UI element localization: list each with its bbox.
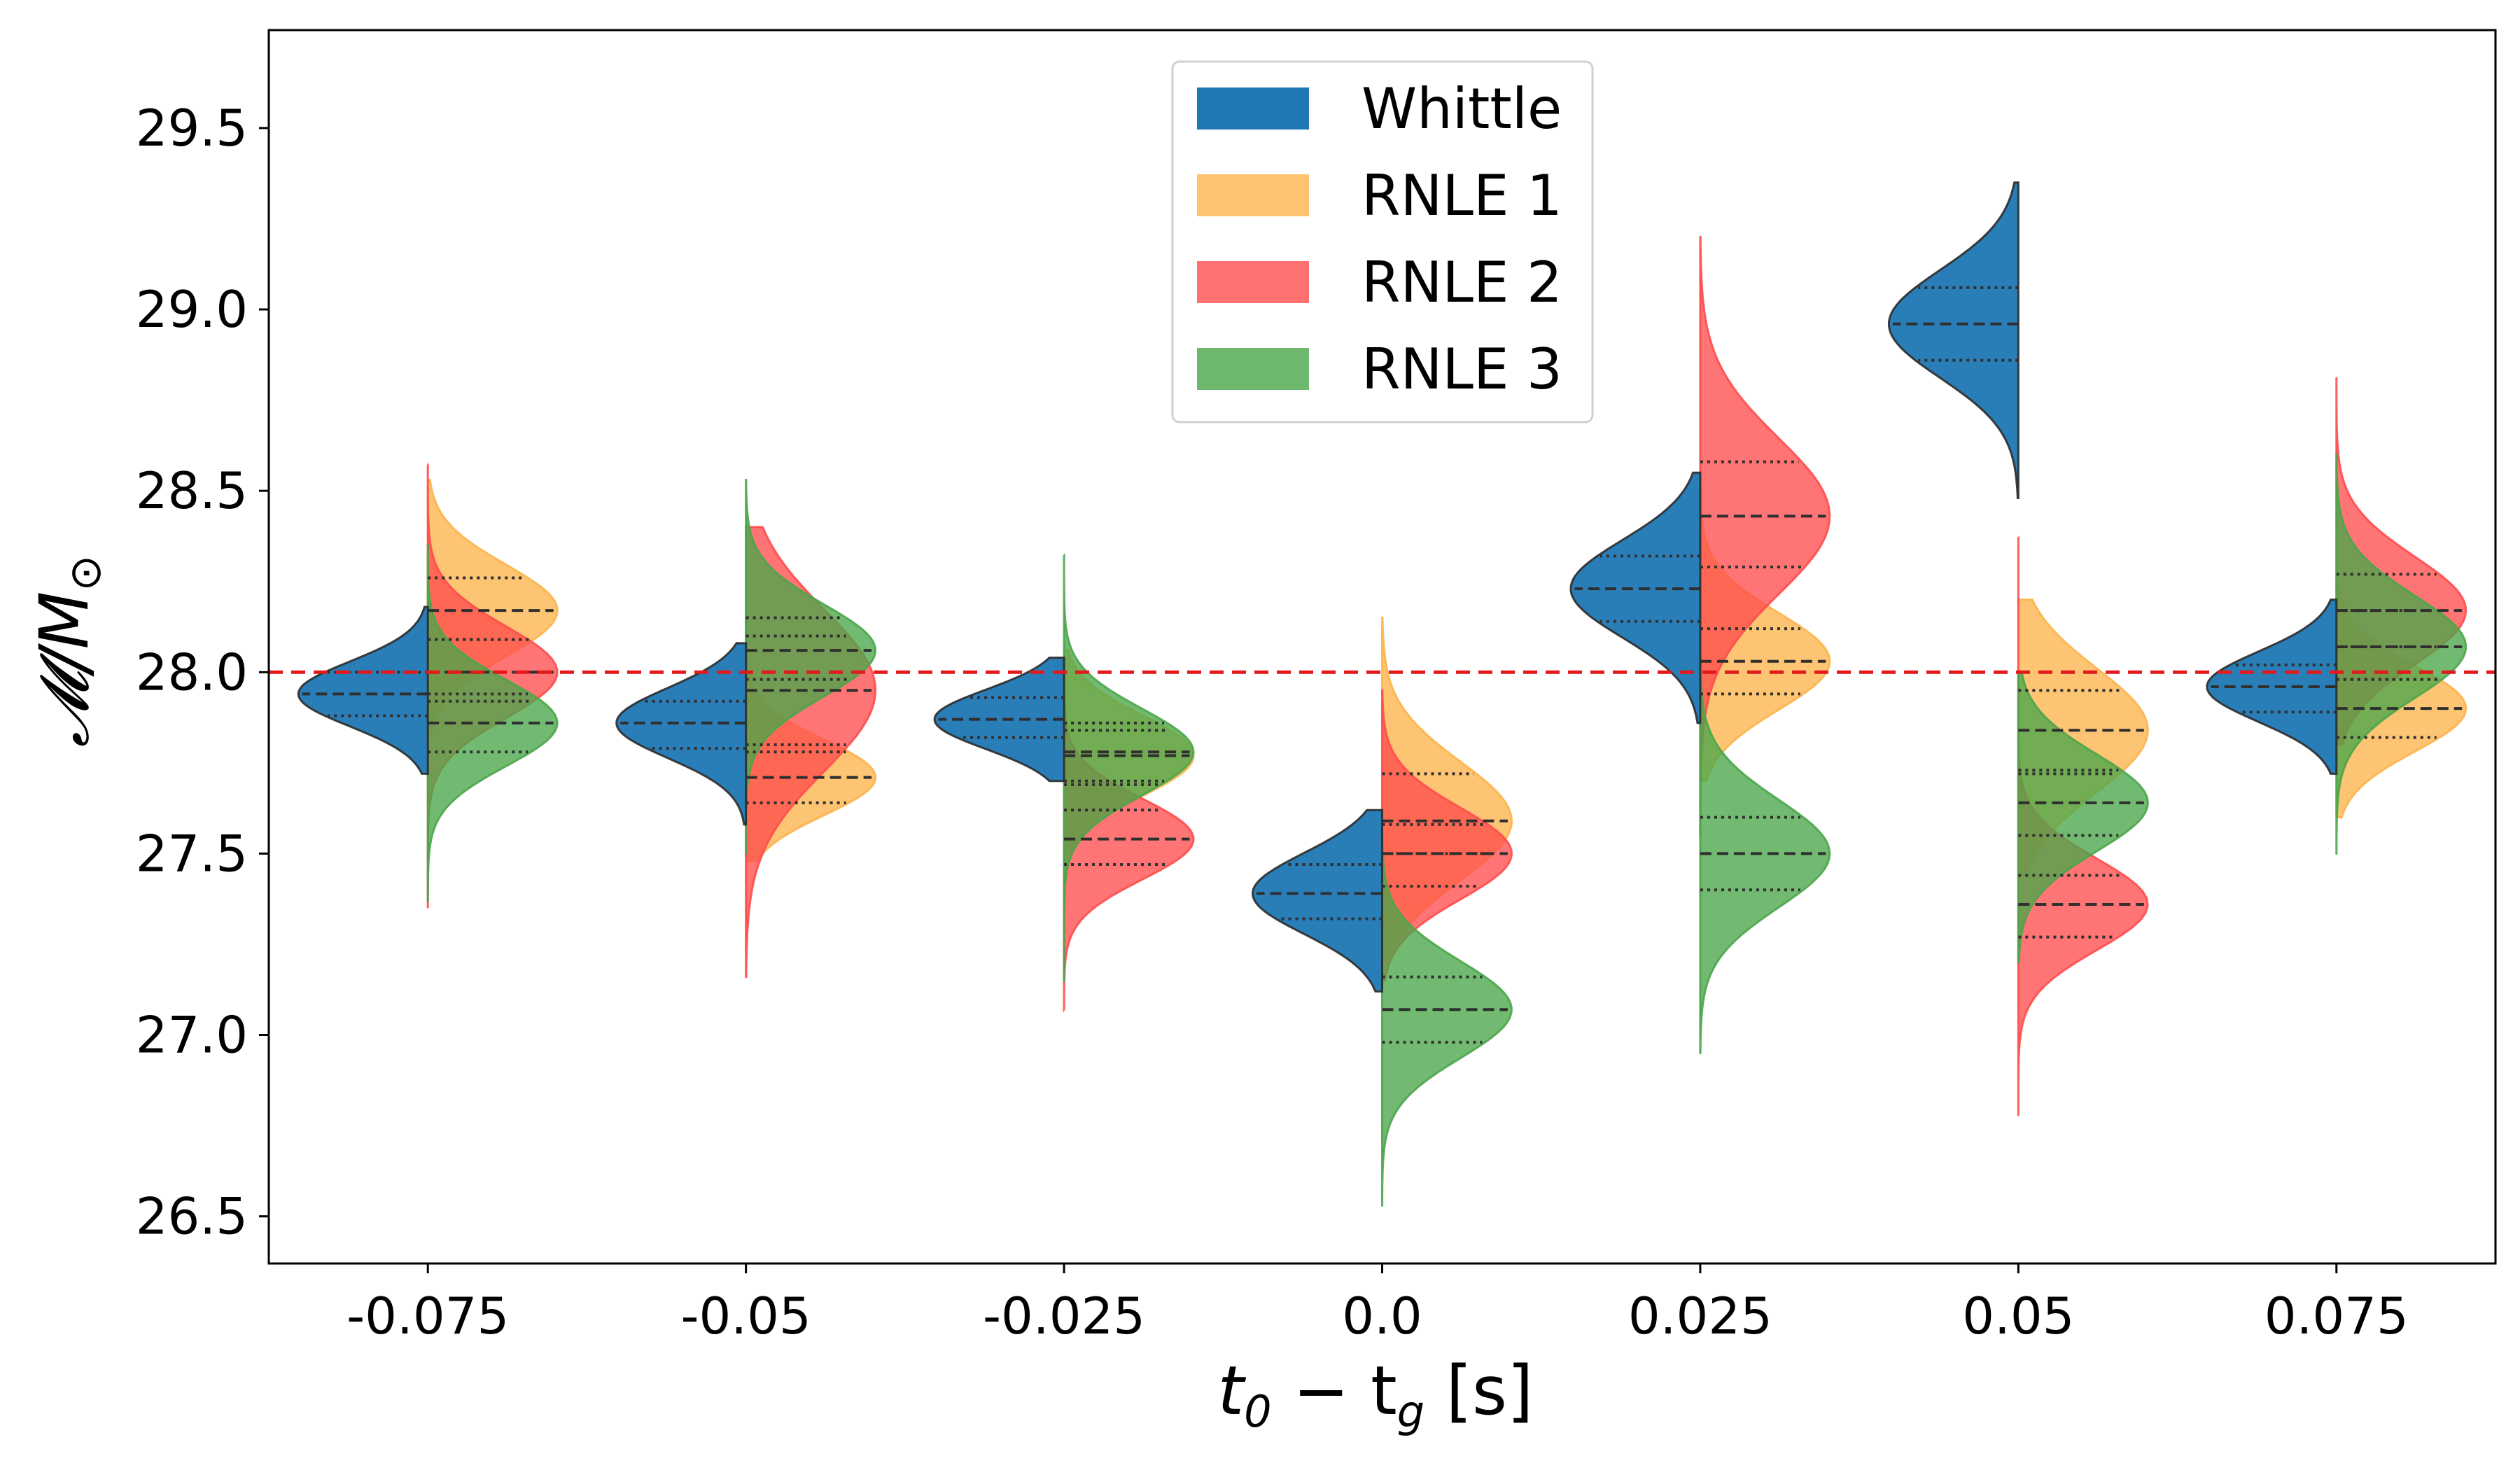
legend-swatch-rnle-1 [1197,174,1309,216]
legend-box [1171,60,1594,424]
y-tick-label: 29.5 [136,99,248,158]
violin-whittle-4 [1569,471,1702,724]
y-axis-label: 𝓜/M⊙ [25,555,111,748]
x-axis: -0.075 -0.05 -0.025 0.0 0.025 0.05 0.075 [346,1264,2409,1345]
x-tick-label: 0.0 [1342,1287,1422,1345]
x-tick-label: -0.025 [983,1287,1145,1345]
violin-rnle-3-6 [2335,453,2468,856]
y-tick-label: 27.5 [136,824,248,883]
quartile-lines-layer [302,286,2463,1044]
legend-label-rnle-1: RNLE 1 [1362,163,1562,228]
x-axis-label: t0 − tg [s] [1218,1352,1534,1437]
violin-rnle-3-2 [1063,552,1195,983]
violin-rnle-3-4 [1699,652,1831,1055]
violin-whittle-0 [297,606,429,775]
y-tick-label: 27.0 [136,1006,248,1065]
legend-swatch-whittle [1197,88,1309,130]
violin-whittle-1 [615,642,748,826]
x-tick-label: 0.025 [1628,1287,1772,1345]
x-tick-label: -0.05 [680,1287,811,1345]
violin-whittle-3 [1251,808,1383,993]
x-tick-label: 0.075 [2264,1287,2409,1345]
violin-rnle-3-5 [2017,671,2149,964]
violin-whittle-6 [2206,598,2338,775]
x-tick-label: -0.075 [346,1287,509,1345]
legend-swatch-rnle-2 [1197,261,1309,303]
x-tick-label: 0.05 [1962,1287,2074,1345]
y-tick-label: 28.0 [136,643,248,701]
violin-whittle-5 [1887,181,2019,500]
violin-rnle-3-3 [1381,810,1513,1207]
legend-label-rnle-3: RNLE 3 [1362,337,1562,402]
y-tick-label: 28.5 [136,461,248,520]
legend-label-rnle-2: RNLE 2 [1362,250,1562,315]
y-axis: 26.5 27.0 27.5 28.0 28.5 29.0 29.5 [136,99,269,1246]
legend-label-whittle: Whittle [1362,76,1562,141]
y-tick-label: 26.5 [136,1187,248,1246]
violin-whittle-2 [933,656,1065,783]
y-tick-label: 29.0 [136,280,248,339]
violin-rnle-3-0 [426,544,559,903]
legend-swatch-rnle-3 [1197,348,1309,390]
violins-layer [297,181,2468,1207]
legend: Whittle RNLE 1 RNLE 2 RNLE 3 [1171,60,1594,424]
